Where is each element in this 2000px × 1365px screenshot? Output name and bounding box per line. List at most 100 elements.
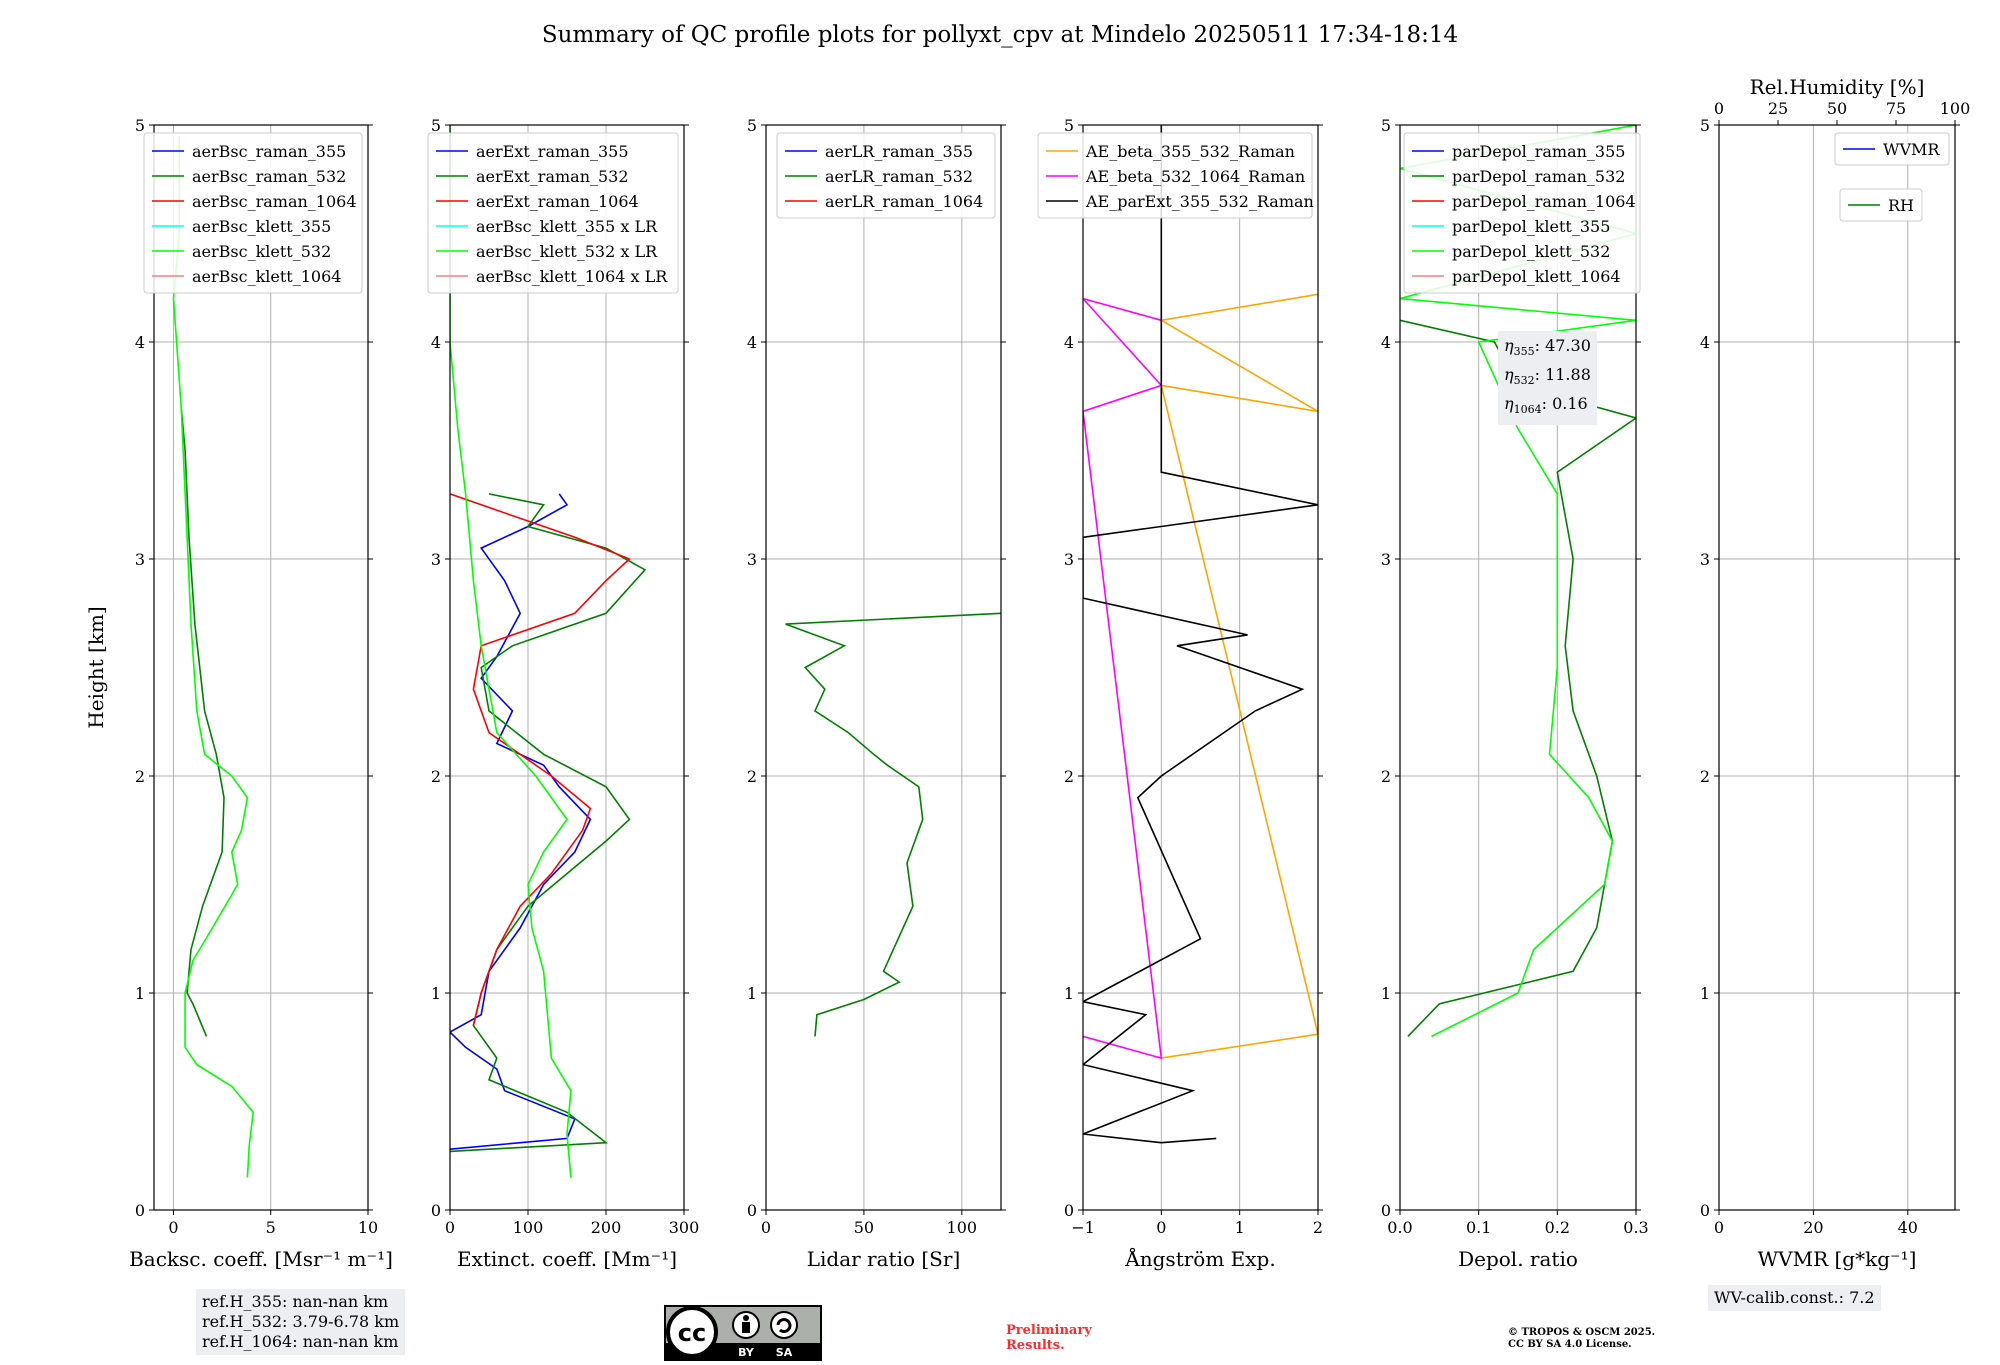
y-tick-label: 3 bbox=[431, 550, 441, 569]
y-tick-label: 3 bbox=[1064, 550, 1074, 569]
legend-label: aerBsc_klett_1064 bbox=[192, 267, 341, 286]
legend-box bbox=[1834, 132, 1950, 166]
series-line-AE_parExt_355_532_Raman bbox=[1083, 125, 1318, 1144]
wv-calib-text: WV-calib.const.: 7.2 bbox=[1714, 1288, 1875, 1307]
series-line-aerExt_raman_355 bbox=[450, 493, 592, 1150]
eta-value: : 11.88 bbox=[1534, 365, 1591, 385]
series-line-aerExt_raman_532 bbox=[450, 493, 647, 1153]
legend-label: parDepol_klett_1064 bbox=[1452, 267, 1621, 286]
eta-value: : 0.16 bbox=[1541, 394, 1588, 414]
y-tick-label: 4 bbox=[1064, 333, 1074, 352]
x-tick-label: 0 bbox=[1156, 1218, 1166, 1237]
legend-label: aerLR_raman_532 bbox=[825, 167, 973, 186]
panel-5: 0.0 0.1 0.2 0.3 0 1 2 3 4 5 Depol. ratio parDepol_r… bbox=[1381, 116, 1649, 1271]
legend-box bbox=[1403, 132, 1641, 294]
ref-height-355: ref.H_355: nan-nan km bbox=[202, 1292, 389, 1311]
x-tick-label: 1 bbox=[1235, 1218, 1245, 1237]
preliminary-line-1: Preliminary bbox=[1006, 1323, 1092, 1338]
cc-sa-text: SA bbox=[776, 1346, 793, 1359]
y-tick-label: 4 bbox=[747, 333, 757, 352]
y-tick-label: 3 bbox=[135, 550, 145, 569]
legend-label: aerBsc_raman_1064 bbox=[192, 192, 357, 211]
x-tick-label: 0.2 bbox=[1545, 1218, 1570, 1237]
legend-label: parDepol_raman_355 bbox=[1452, 142, 1625, 161]
legend-label: parDepol_raman_1064 bbox=[1452, 192, 1636, 211]
eta-sub: 532 bbox=[1513, 374, 1535, 388]
legend-label: aerBsc_klett_532 bbox=[192, 242, 331, 261]
copyright-line-2: CC BY SA 4.0 License. bbox=[1508, 1339, 1632, 1350]
eta-sub: 1064 bbox=[1513, 403, 1542, 417]
legend-label: aerExt_raman_355 bbox=[476, 142, 629, 161]
top-x-tick-label: 75 bbox=[1886, 99, 1906, 118]
x-tick-label: 10 bbox=[358, 1218, 378, 1237]
legend-box bbox=[427, 132, 679, 294]
eta-symbol: η bbox=[1504, 365, 1514, 385]
preliminary-line-2: Results. bbox=[1006, 1338, 1065, 1353]
y-tick-label: 2 bbox=[1700, 767, 1710, 786]
legend-label: AE_beta_355_532_Raman bbox=[1085, 142, 1295, 161]
x-tick-label: 20 bbox=[1803, 1218, 1823, 1237]
copyright-notice: © TROPOS & OSCM 2025. CC BY SA 4.0 Licen… bbox=[1508, 1327, 1655, 1351]
x-tick-label: 0.0 bbox=[1387, 1218, 1412, 1237]
y-tick-label: 2 bbox=[135, 767, 145, 786]
eta-symbol: η bbox=[1504, 394, 1514, 414]
cc-by-text: BY bbox=[738, 1346, 755, 1359]
y-tick-label: 4 bbox=[1381, 333, 1391, 352]
y-tick-label: 3 bbox=[1381, 550, 1391, 569]
eta-symbol: η bbox=[1504, 336, 1514, 355]
figure-title: Summary of QC profile plots for pollyxt_… bbox=[541, 22, 1459, 48]
top-x-axis-label: Rel.Humidity [%] bbox=[1750, 75, 1925, 99]
x-tick-label: 5 bbox=[266, 1218, 276, 1237]
eta-532: η532: 11.88 bbox=[1504, 363, 1591, 392]
top-x-tick-label: 25 bbox=[1768, 99, 1788, 118]
legend-label: aerBsc_raman_355 bbox=[192, 142, 346, 161]
top-x-tick-label: 100 bbox=[1940, 99, 1971, 118]
panel-2: 0 100 200 300 0 1 2 3 4 5 Extinct. coeff. [Mm⁻¹] ae… bbox=[427, 116, 699, 1271]
wv-calib-box: WV-calib.const.: 7.2 bbox=[1708, 1285, 1881, 1311]
axes-frame bbox=[1399, 124, 1637, 1211]
y-tick-label: 1 bbox=[747, 984, 757, 1003]
y-tick-label: 1 bbox=[1064, 984, 1074, 1003]
axes-frame bbox=[1082, 124, 1319, 1211]
y-tick-label: 0 bbox=[747, 1201, 757, 1220]
x-tick-label: 0 bbox=[168, 1218, 178, 1237]
x-axis-label: Backsc. coeff. [Msr⁻¹ m⁻¹] bbox=[129, 1247, 393, 1271]
x-tick-label: 0.3 bbox=[1623, 1218, 1648, 1237]
panel-6: 0 20 40 0 1 2 3 4 5 WVMR [g*kg⁻¹] 0 25 50 75 100 Rel.Hu… bbox=[1700, 75, 1970, 1271]
x-tick-label: 200 bbox=[591, 1218, 622, 1237]
axes-frame bbox=[449, 124, 685, 1211]
panel-1: 0 5 10 0 1 2 3 4 5 Backsc. coeff. [Msr⁻¹ m⁻¹] Heig… bbox=[84, 116, 393, 1271]
legend-label: aerBsc_klett_1064 x LR bbox=[476, 267, 668, 286]
legend-label: aerExt_raman_1064 bbox=[476, 192, 639, 211]
legend-label: aerLR_raman_1064 bbox=[825, 192, 983, 211]
reference-height-box: ref.H_355: nan-nan km ref.H_532: 3.79-6.… bbox=[196, 1289, 406, 1355]
x-tick-label: −1 bbox=[1071, 1218, 1095, 1237]
y-tick-label: 1 bbox=[431, 984, 441, 1003]
x-tick-label: 2 bbox=[1313, 1218, 1323, 1237]
y-tick-label: 0 bbox=[135, 1201, 145, 1220]
x-tick-label: 0 bbox=[1714, 1218, 1724, 1237]
legend-box bbox=[1839, 188, 1923, 222]
y-tick-label: 0 bbox=[1064, 1201, 1074, 1220]
x-tick-label: 0 bbox=[445, 1218, 455, 1237]
series-line-aerBsc_klett_532 bbox=[172, 135, 255, 1178]
x-tick-label: 40 bbox=[1898, 1218, 1918, 1237]
cc-logo-text: cc bbox=[678, 1319, 706, 1347]
ref-height-532: ref.H_532: 3.79-6.78 km bbox=[202, 1312, 400, 1331]
copyright-line-1: © TROPOS & OSCM 2025. bbox=[1508, 1327, 1656, 1338]
legend-label: aerExt_raman_532 bbox=[476, 167, 629, 186]
legend-label: aerBsc_klett_532 x LR bbox=[476, 242, 658, 261]
axes-frame bbox=[153, 124, 369, 1211]
legend-label: AE_parExt_355_532_Raman bbox=[1085, 192, 1314, 211]
y-tick-label: 1 bbox=[1381, 984, 1391, 1003]
y-tick-label: 4 bbox=[431, 333, 441, 352]
y-tick-label: 1 bbox=[1700, 984, 1710, 1003]
y-tick-label: 5 bbox=[1381, 116, 1391, 135]
y-tick-label: 5 bbox=[431, 116, 441, 135]
y-tick-label: 0 bbox=[1700, 1201, 1710, 1220]
eta-1064: η1064: 0.16 bbox=[1504, 392, 1591, 421]
eta-value: : 47.30 bbox=[1534, 336, 1591, 355]
eta-box: η355: 47.30 η532: 11.88 η1064: 0.16 bbox=[1498, 331, 1597, 425]
x-axis-label: Depol. ratio bbox=[1458, 1247, 1578, 1271]
